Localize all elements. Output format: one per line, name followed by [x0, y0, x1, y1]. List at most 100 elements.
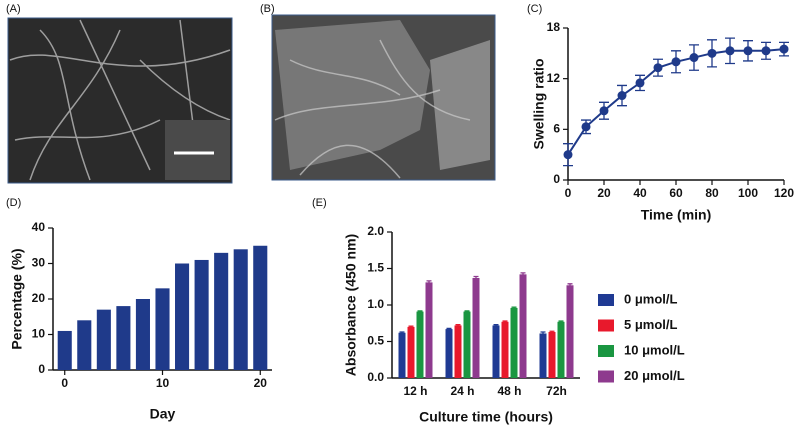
legend-swatch	[598, 345, 614, 357]
error-bar	[493, 324, 499, 327]
bar	[214, 252, 229, 370]
y-tick-label: 0.5	[367, 334, 384, 348]
y-tick-label: 0	[553, 172, 560, 186]
y-axis-title: Swelling ratio	[531, 58, 547, 149]
bar	[425, 282, 433, 378]
error-bar	[464, 310, 470, 313]
point	[779, 44, 789, 54]
error-bar	[511, 306, 517, 310]
x-tick-label: 10	[156, 376, 170, 390]
bar	[445, 329, 453, 378]
point	[725, 46, 735, 56]
x-tick-label: 0	[61, 376, 68, 390]
x-axis-title: Culture time (hours)	[419, 409, 553, 425]
legend-label: 5 μmol/L	[624, 317, 678, 332]
point	[653, 63, 663, 73]
y-tick-label: 10	[32, 327, 46, 341]
x-tick-label: 20	[597, 186, 611, 200]
bar	[463, 311, 471, 378]
error-bar	[540, 331, 546, 336]
x-tick-label: 24 h	[450, 384, 474, 398]
error-bar	[549, 330, 555, 334]
bar	[539, 333, 547, 378]
bar	[116, 306, 131, 370]
x-tick-label: 60	[669, 186, 683, 200]
x-tick-label: 48 h	[497, 384, 521, 398]
point	[563, 150, 573, 160]
bar	[77, 320, 92, 370]
bar	[96, 309, 111, 370]
y-tick-label: 12	[547, 71, 561, 85]
bar	[155, 288, 170, 370]
panel-label: (E)	[312, 197, 327, 209]
error-bar	[455, 324, 461, 327]
bar	[135, 299, 150, 370]
error-bar	[426, 280, 432, 285]
error-bar	[446, 327, 452, 331]
x-tick-label: 12 h	[403, 384, 427, 398]
y-tick-label: 1.5	[367, 261, 384, 275]
bar	[407, 326, 415, 378]
sem-image-b	[271, 14, 496, 181]
error-bar	[473, 275, 479, 281]
bar	[253, 245, 268, 370]
x-tick-label: 20	[254, 376, 268, 390]
bar	[472, 277, 480, 378]
panel-label: (A)	[6, 3, 21, 15]
y-tick-label: 2.0	[367, 224, 384, 238]
point	[635, 78, 645, 88]
error-bar	[567, 283, 573, 288]
bar	[548, 332, 556, 378]
bar	[398, 332, 406, 378]
x-tick-label: 0	[565, 186, 572, 200]
point	[689, 53, 699, 63]
x-axis-title: Time (min)	[641, 207, 712, 223]
point	[743, 46, 753, 56]
error-bar	[399, 331, 405, 335]
error-bar	[417, 310, 423, 313]
y-tick-label: 20	[32, 291, 46, 305]
bar	[57, 330, 72, 370]
point	[599, 106, 609, 116]
legend-label: 0 μmol/L	[624, 291, 678, 306]
bar	[566, 285, 574, 378]
error-bar	[520, 272, 526, 277]
error-bar	[558, 320, 564, 324]
y-tick-label: 1.0	[367, 297, 384, 311]
legend-label: 20 μmol/L	[624, 368, 685, 383]
bar	[233, 249, 248, 370]
y-tick-label: 0.0	[367, 370, 384, 384]
sem-image-a	[7, 17, 233, 184]
point	[617, 91, 627, 101]
y-tick-label: 30	[32, 256, 46, 270]
bar	[416, 311, 424, 378]
y-tick-label: 18	[547, 20, 561, 34]
legend-swatch	[598, 319, 614, 332]
x-tick-label: 80	[705, 186, 719, 200]
bar	[194, 259, 209, 370]
y-axis-title: Percentage (%)	[9, 248, 25, 349]
error-bar	[408, 325, 414, 329]
x-tick-label: 120	[774, 186, 794, 200]
bar	[519, 274, 527, 378]
bar	[501, 321, 509, 378]
bar	[175, 263, 190, 370]
x-axis-title: Day	[150, 406, 176, 422]
legend-swatch	[598, 370, 614, 383]
y-tick-label: 0	[38, 362, 45, 376]
y-tick-label: 40	[32, 220, 46, 234]
x-tick-label: 100	[738, 186, 758, 200]
y-tick-label: 6	[553, 122, 560, 136]
point	[671, 57, 681, 67]
legend-swatch	[598, 294, 614, 306]
point	[581, 122, 591, 132]
error-bar	[502, 320, 508, 324]
legend-label: 10 μmol/L	[624, 342, 685, 357]
bar	[492, 325, 500, 378]
bar	[557, 321, 565, 378]
panel-label: (C)	[527, 3, 542, 15]
y-axis-title: Absorbance (450 nm)	[343, 234, 359, 376]
x-tick-label: 72h	[546, 384, 567, 398]
point	[761, 46, 771, 56]
